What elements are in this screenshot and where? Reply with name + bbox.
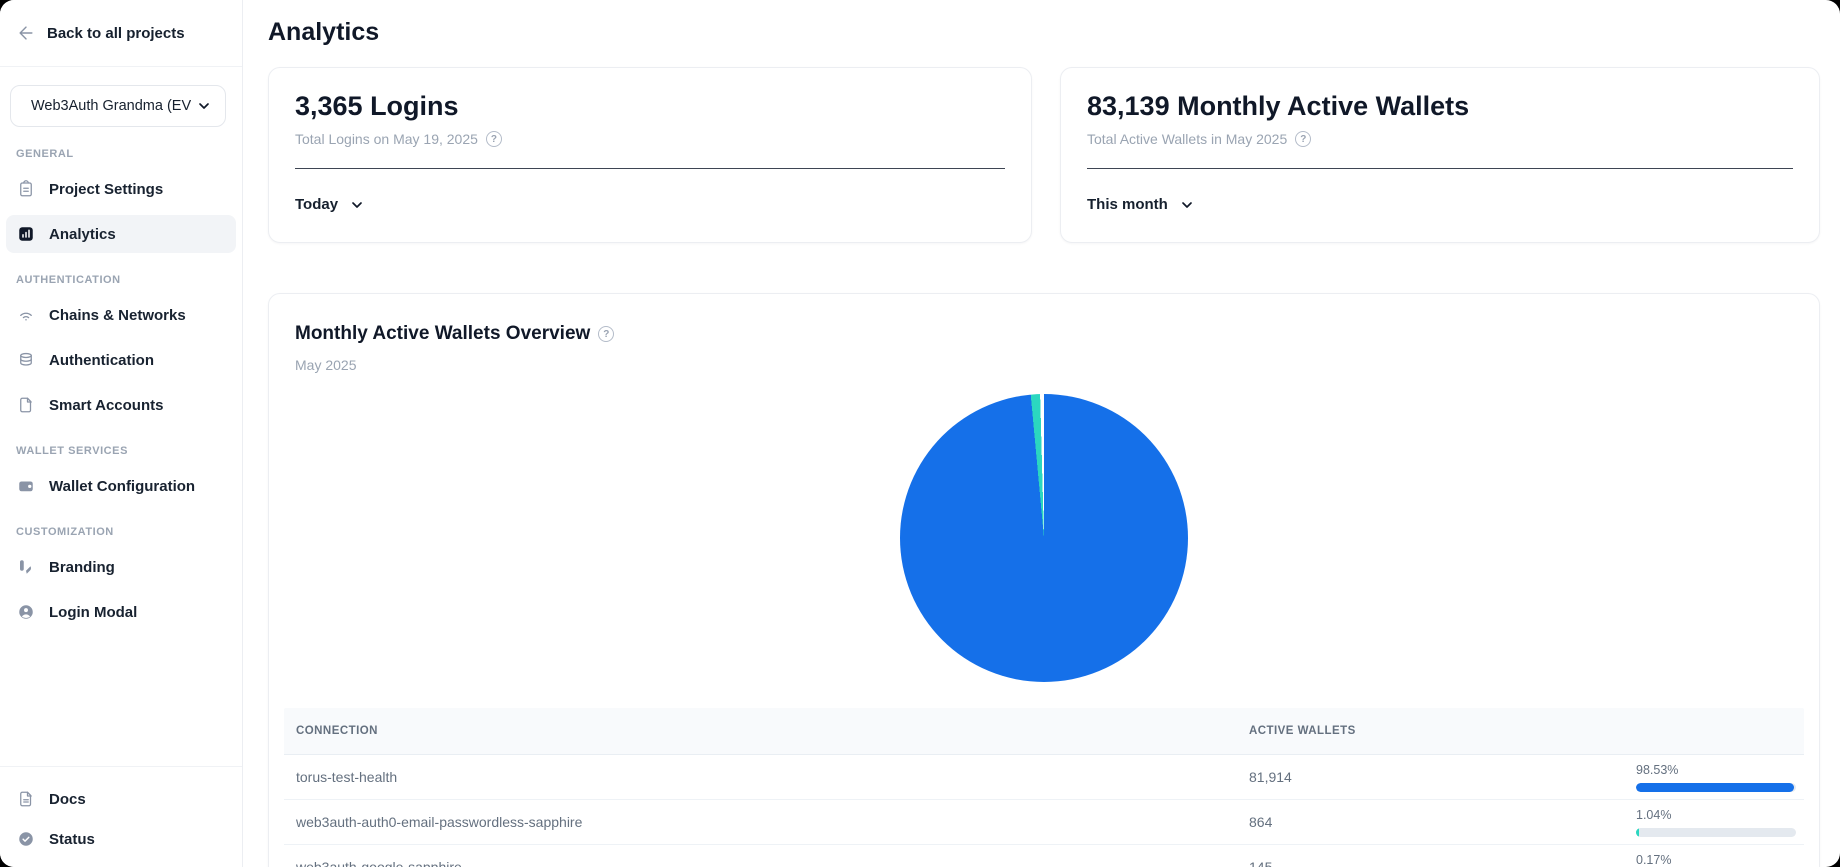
paint-brush-icon (16, 557, 36, 577)
help-icon[interactable]: ? (1295, 131, 1312, 147)
logins-subtitle: Total Logins on May 19, 2025 ? (295, 131, 1005, 147)
database-icon (16, 350, 36, 370)
maw-range-select[interactable]: This month (1087, 196, 1195, 213)
connection-name: web3auth-google-sapphire (296, 859, 462, 867)
sidebar-footer: Docs Status (0, 766, 242, 867)
chevron-down-icon (352, 201, 362, 208)
connection-name: web3auth-auth0-email-passwordless-sapphi… (296, 814, 583, 830)
docs-icon (16, 789, 36, 809)
overview-title: Monthly Active Wallets Overview (295, 323, 591, 344)
arrow-left-icon (19, 26, 33, 40)
help-icon[interactable]: ? (598, 326, 615, 342)
maw-headline: 83,139 Monthly Active Wallets (1087, 91, 1470, 121)
logins-headline: 3,365 Logins (295, 91, 459, 121)
sidebar-item-login-modal[interactable]: Login Modal (6, 593, 236, 631)
project-selector[interactable]: Web3Auth Grandma (EV (10, 85, 226, 127)
overview-subtitle: May 2025 (295, 357, 357, 373)
table-header-row: Connection Active Wallets (284, 708, 1804, 755)
user-circle-icon (16, 602, 36, 622)
main-content: Analytics 3,365 Logins Total Logins on M… (243, 0, 1840, 867)
table-row[interactable]: web3auth-auth0-email-passwordless-sapphi… (284, 800, 1804, 845)
sidebar-item-docs[interactable]: Docs (16, 781, 226, 817)
share-bar-fill (1636, 827, 1639, 837)
network-signal-icon (16, 305, 36, 325)
share-bar-track (1636, 782, 1796, 792)
stat-divider (1087, 168, 1793, 169)
share-bar-fill (1636, 782, 1794, 792)
chevron-down-icon (1181, 201, 1192, 208)
nav-general: Project Settings Analytics (0, 170, 242, 253)
active-wallets-value: 145 (1249, 859, 1273, 867)
nav-wallet-services: Wallet Configuration (0, 467, 242, 505)
logins-range-select[interactable]: Today (295, 196, 365, 213)
sidebar: Back to all projects Web3Auth Grandma (E… (0, 0, 243, 867)
maw-subtitle: Total Active Wallets in May 2025 ? (1087, 131, 1793, 147)
clipboard-icon (16, 179, 36, 199)
sidebar-item-authentication[interactable]: Authentication (6, 341, 236, 379)
share-cell: 98.53% (1636, 763, 1796, 792)
sidebar-item-chains-networks[interactable]: Chains & Networks (6, 296, 236, 334)
mau-pie-chart (900, 394, 1188, 682)
table-row[interactable]: torus-test-health 81,914 98.53% (284, 755, 1804, 800)
nav-authentication: Chains & Networks Authentication Smart A… (0, 296, 242, 424)
active-wallets-value: 864 (1249, 814, 1273, 830)
sidebar-item-wallet-configuration[interactable]: Wallet Configuration (6, 467, 236, 505)
sidebar-item-smart-accounts[interactable]: Smart Accounts (6, 386, 236, 424)
sidebar-item-status[interactable]: Status (16, 821, 226, 857)
check-circle-icon (16, 829, 36, 849)
stat-cards-row: 3,365 Logins Total Logins on May 19, 202… (268, 67, 1820, 243)
nav-customization: Branding Login Modal (0, 548, 242, 631)
section-label-general: GENERAL (16, 148, 74, 160)
page-title: Analytics (268, 18, 380, 46)
back-to-projects-link[interactable]: Back to all projects (0, 0, 242, 67)
active-wallets-value: 81,914 (1249, 769, 1292, 785)
sidebar-item-project-settings[interactable]: Project Settings (6, 170, 236, 208)
connections-table: Connection Active Wallets torus-test-hea… (284, 708, 1804, 867)
share-percent: 98.53% (1636, 762, 1679, 777)
col-header-connection: Connection (296, 725, 378, 737)
connection-name: torus-test-health (296, 769, 398, 785)
section-label-wallet-services: WALLET SERVICES (16, 445, 128, 457)
sidebar-item-analytics[interactable]: Analytics (6, 215, 236, 253)
maw-stat-card: 83,139 Monthly Active Wallets Total Acti… (1060, 67, 1820, 243)
logins-stat-card: 3,365 Logins Total Logins on May 19, 202… (268, 67, 1032, 243)
share-bar-track (1636, 827, 1796, 837)
col-header-active-wallets: Active Wallets (1249, 725, 1356, 737)
maw-overview-card: Monthly Active Wallets Overview ? May 20… (268, 293, 1820, 867)
share-percent: 0.17% (1636, 852, 1672, 867)
sidebar-item-branding[interactable]: Branding (6, 548, 236, 586)
chevron-down-icon (199, 103, 209, 109)
project-selector-value: Web3Auth Grandma (EV (31, 98, 192, 114)
share-cell: 1.04% (1636, 808, 1796, 837)
section-label-customization: CUSTOMIZATION (16, 526, 114, 538)
table-row[interactable]: web3auth-google-sapphire 145 0.17% (284, 845, 1804, 867)
wallet-icon (16, 476, 36, 496)
document-icon (16, 395, 36, 415)
bar-chart-icon (16, 224, 36, 244)
share-percent: 1.04% (1636, 807, 1672, 822)
share-cell: 0.17% (1636, 853, 1796, 867)
back-label: Back to all projects (47, 24, 185, 42)
stat-divider (295, 168, 1005, 169)
help-icon[interactable]: ? (485, 131, 502, 147)
section-label-authentication: AUTHENTICATION (16, 274, 121, 286)
